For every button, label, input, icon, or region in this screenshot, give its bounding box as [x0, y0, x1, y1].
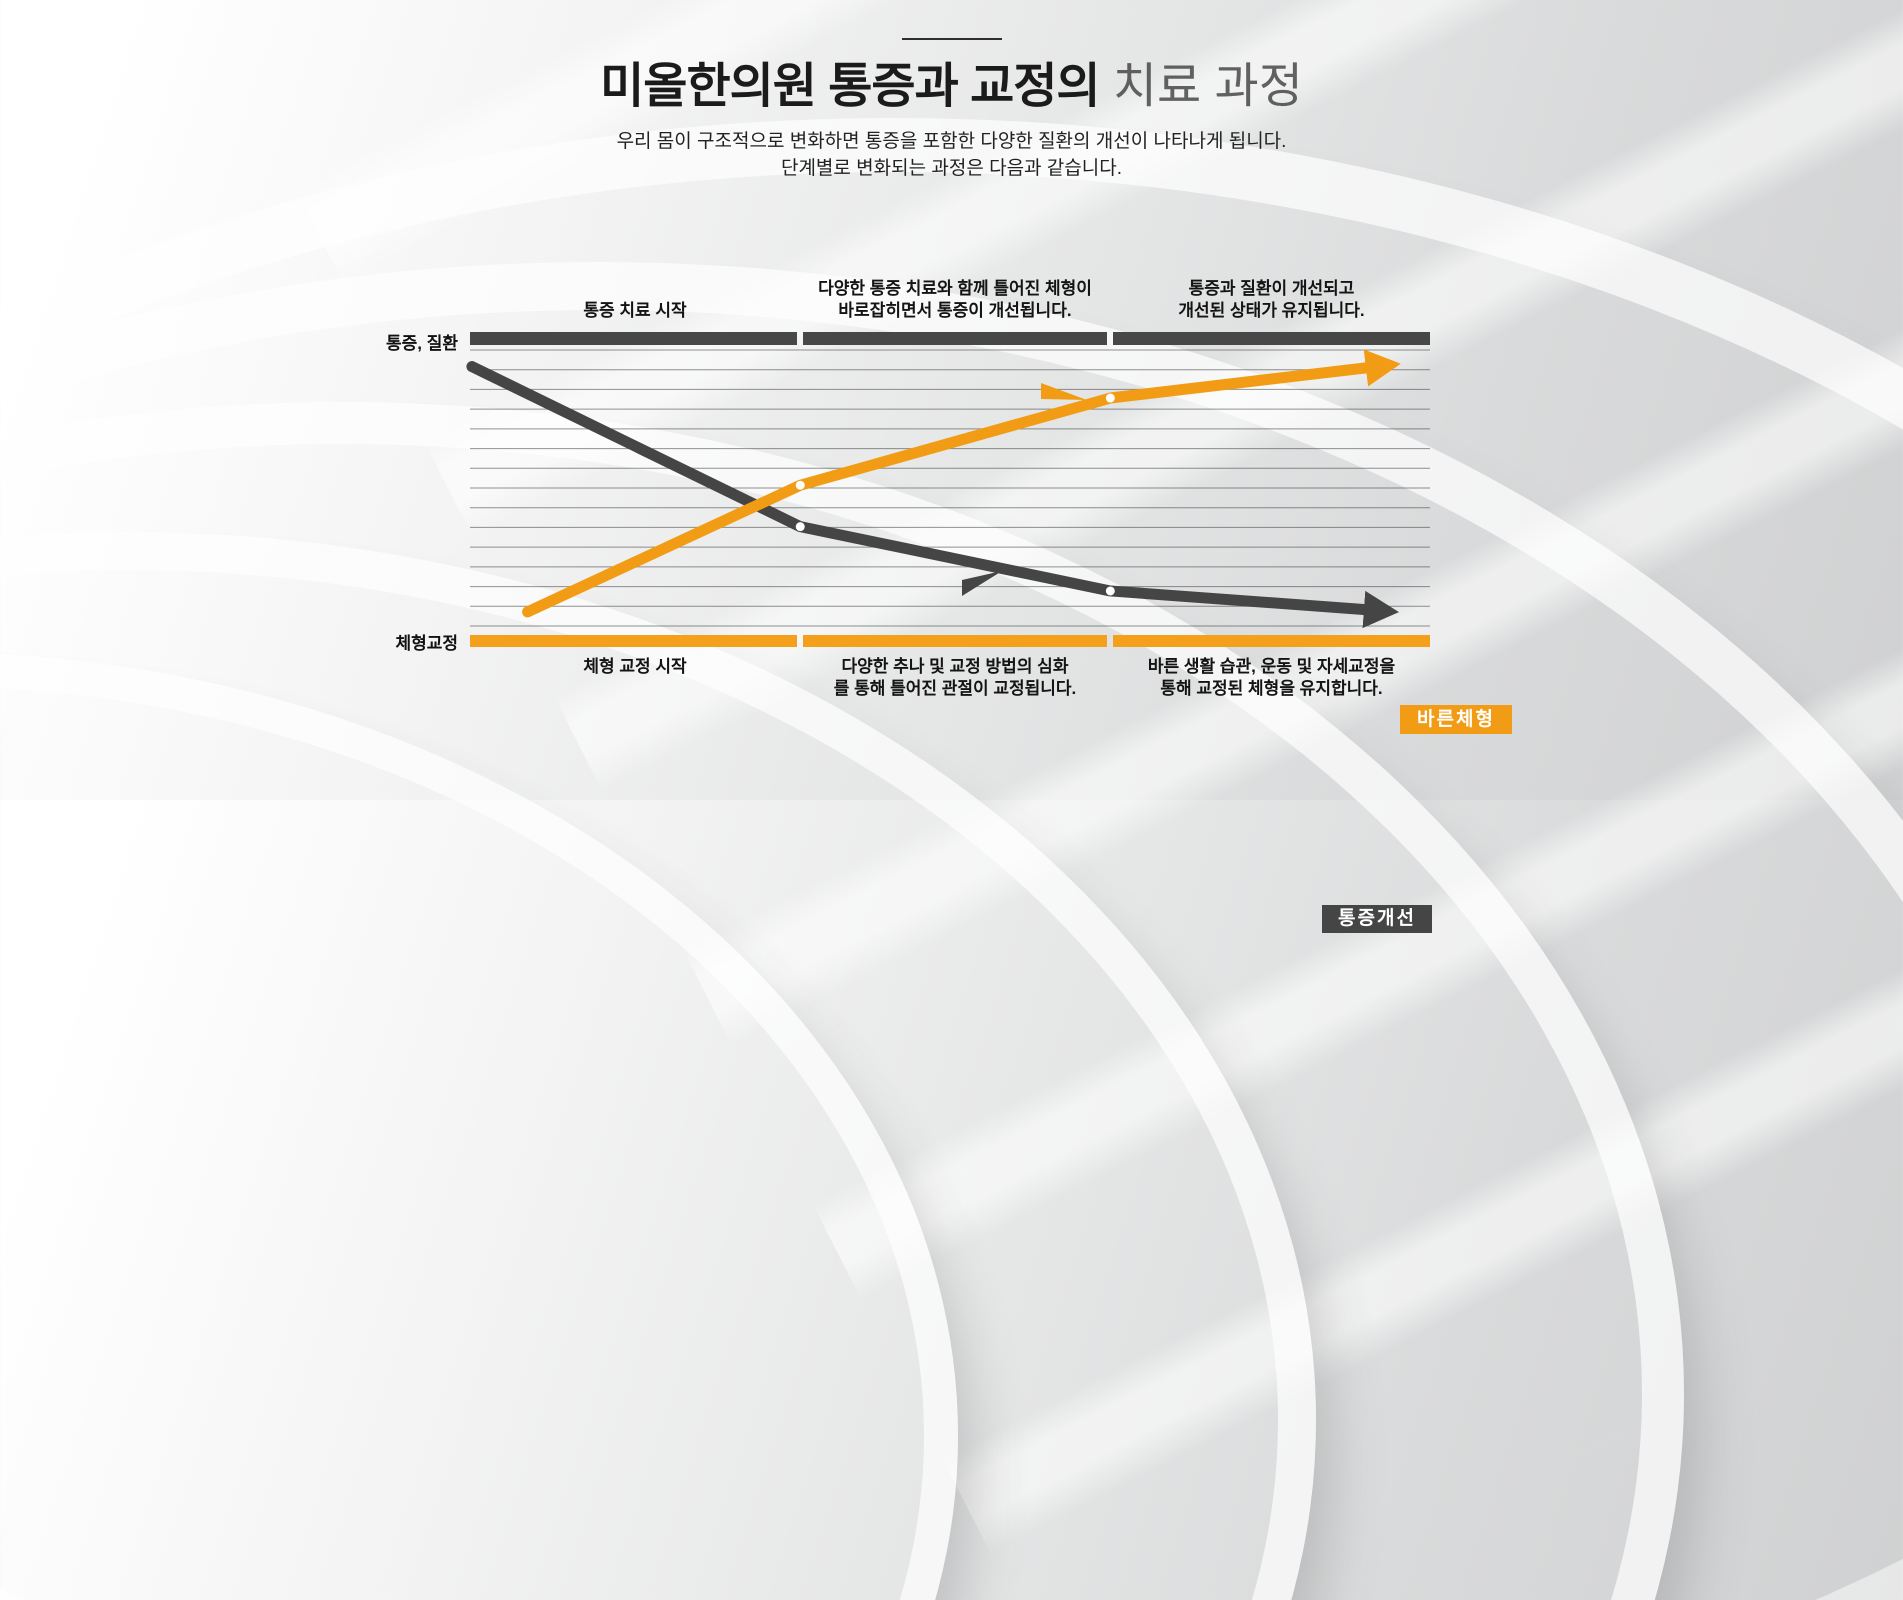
pain-line-label-chip: 통증개선 — [1322, 905, 1432, 933]
bottom-note-1-line1: 체형 교정 시작 — [583, 657, 687, 676]
posture-track-bar-segment-3 — [1113, 635, 1430, 647]
posture-track-bar — [470, 635, 1430, 647]
posture-track-bar-segment-2 — [803, 635, 1107, 647]
background-arc — [0, 652, 958, 1600]
page-title-light: 치료 과정 — [1099, 60, 1303, 113]
top-stage-notes: 통증 치료 시작 다양한 통증 치료와 함께 틀어진 체형이 바로잡히면서 통증… — [470, 234, 1430, 326]
page-title-strong: 미올한의원 통증과 교정의 — [600, 60, 1100, 113]
posture-line — [522, 349, 1401, 618]
y-axis-top-label: 통증, 질환 — [385, 334, 458, 353]
pain-track-bar-segment-2 — [803, 332, 1107, 345]
top-note-3-line1: 통증과 질환이 개선되고 — [1188, 279, 1355, 298]
top-note-stage-2: 다양한 통증 치료와 함께 틀어진 체형이 바로잡히면서 통증이 개선됩니다. — [803, 278, 1107, 322]
bottom-note-stage-3: 바른 생활 습관, 운동 및 자세교정을 통해 교정된 체형을 유지합니다. — [1113, 656, 1430, 700]
pain-track-bar-segment-3 — [1113, 332, 1430, 345]
bottom-note-3-line2: 통해 교정된 체형을 유지합니다. — [1160, 679, 1383, 698]
bottom-note-stage-1: 체형 교정 시작 — [470, 656, 800, 678]
data-point-dot — [1105, 393, 1115, 403]
bottom-note-3-line1: 바른 생활 습관, 운동 및 자세교정을 — [1147, 657, 1396, 676]
pain-track-bar-segment-1 — [470, 332, 797, 345]
gridlines — [470, 349, 1430, 627]
pain-chip-pointer — [962, 571, 1002, 596]
series-layer — [466, 349, 1401, 629]
top-note-1-line1: 통증 치료 시작 — [583, 301, 687, 320]
subtitle-line-2: 단계별로 변화되는 과정은 다음과 같습니다. — [780, 158, 1123, 179]
y-axis-bottom-label: 체형교정 — [395, 634, 458, 653]
top-note-stage-3: 통증과 질환이 개선되고 개선된 상태가 유지됩니다. — [1113, 278, 1430, 322]
page-subtitle: 우리 몸이 구조적으로 변화하면 통증을 포함한 다양한 질환의 개선이 나타나… — [0, 128, 1903, 182]
pain-track-bar — [470, 332, 1430, 345]
page-title: 미올한의원 통증과 교정의 치료 과정 — [0, 58, 1903, 116]
data-point-dot — [795, 480, 805, 490]
pain-line — [466, 361, 1400, 629]
top-note-stage-1: 통증 치료 시작 — [470, 300, 800, 322]
top-note-3-line2: 개선된 상태가 유지됩니다. — [1178, 301, 1365, 320]
posture-line-label-chip: 바른체형 — [1400, 705, 1512, 734]
title-accent-dash — [902, 38, 1002, 40]
line-chart: 바른체형 통증개선 — [466, 330, 1512, 933]
posture-track-bar-segment-1 — [470, 635, 797, 647]
data-point-dot — [1105, 586, 1115, 596]
bottom-note-stage-2: 다양한 추나 및 교정 방법의 심화 를 통해 틀어진 관절이 교정됩니다. — [803, 656, 1107, 700]
top-note-2-line1: 다양한 통증 치료와 함께 틀어진 체형이 — [818, 279, 1092, 298]
data-point-dot — [795, 522, 805, 532]
bottom-note-2-line2: 를 통해 틀어진 관절이 교정됩니다. — [833, 679, 1077, 698]
chart-plot-svg — [466, 349, 1430, 629]
posture-chip-pointer — [1041, 383, 1087, 400]
bottom-stage-notes: 체형 교정 시작 다양한 추나 및 교정 방법의 심화 를 통해 틀어진 관절이… — [470, 654, 1430, 716]
bottom-note-2-line1: 다양한 추나 및 교정 방법의 심화 — [841, 657, 1069, 676]
top-note-2-line2: 바로잡히면서 통증이 개선됩니다. — [838, 301, 1072, 320]
subtitle-line-1: 우리 몸이 구조적으로 변화하면 통증을 포함한 다양한 질환의 개선이 나타나… — [616, 131, 1287, 152]
